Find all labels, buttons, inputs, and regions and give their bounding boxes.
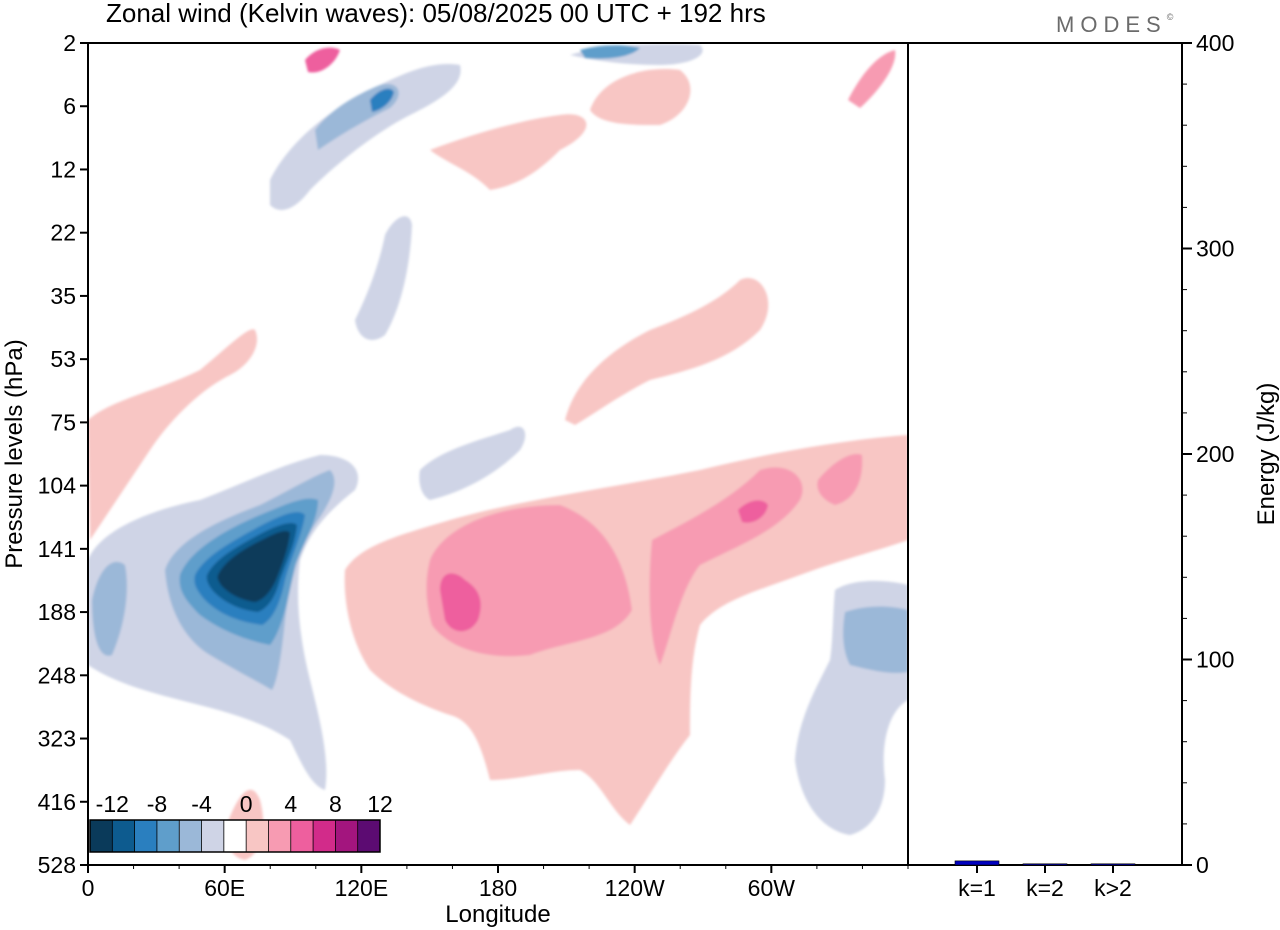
x-tick-label: 0: [82, 875, 95, 901]
westerly-strip-top: [305, 47, 340, 73]
colorbar-label: 8: [329, 791, 342, 817]
westerly-strip-top-right: [848, 50, 896, 108]
colorbar-label: 0: [240, 791, 253, 817]
colorbar-swatch: [179, 820, 203, 852]
x-axis-label: Longitude: [445, 901, 550, 928]
westerly-region-upper-east: [590, 69, 691, 125]
colorbar-frame: [89, 819, 381, 853]
x-tick-label: 60W: [748, 875, 796, 901]
westerly-core-far-east: [817, 454, 863, 505]
easterly-core-west: [92, 561, 127, 656]
easterly-region-upper: [270, 64, 461, 210]
colorbar-label: 12: [367, 791, 393, 817]
energy-bar-chart: 0 100 200 300 400 k=1 k=2 k>2: [954, 30, 1234, 901]
zonal-wind-field: [88, 43, 908, 865]
westerly-core-dark: [440, 573, 481, 632]
y-tick-label: 323: [38, 726, 76, 752]
colorbar-label: -12: [96, 791, 129, 817]
colorbar-swatch: [246, 820, 269, 852]
y-tick-label: 53: [50, 346, 76, 372]
colorbar-swatch: [290, 820, 314, 852]
energy-tick-label: 300: [1196, 236, 1234, 262]
x-tick-label: 120E: [334, 875, 388, 901]
y-axis: 2 6 12 22 35 53 75 104 141 188 248 323 416 528: [38, 30, 88, 878]
y-tick-label: 35: [50, 283, 76, 309]
colorbar-label: 4: [284, 791, 297, 817]
energy-category-label: k=2: [1026, 875, 1064, 901]
x-tick-label: 60E: [204, 875, 245, 901]
y-tick-label: 12: [50, 156, 76, 182]
westerly-core-east: [649, 467, 803, 665]
colorbar-label: -4: [191, 791, 212, 817]
easterly-max-core: [217, 530, 290, 602]
colorbar-swatch: [134, 820, 158, 852]
colorbar-swatch: [268, 820, 292, 852]
y-tick-label: 248: [38, 662, 76, 688]
colorbar-swatch: [112, 820, 136, 852]
y-tick-label: 6: [63, 93, 76, 119]
energy-category-label: k>2: [1094, 875, 1132, 901]
westerly-region-mid: [565, 278, 769, 425]
easterly-top-dark: [580, 45, 640, 59]
modes-logo: MODES©: [1056, 12, 1174, 37]
colorbar-swatch: [156, 820, 180, 852]
westerly-core-dark-east: [738, 500, 768, 523]
energy-panel-frame: [907, 42, 1183, 866]
westerly-region-west-pacific: [88, 329, 258, 540]
y-tick-label: 22: [50, 220, 76, 246]
colorbar-swatch: [90, 820, 113, 852]
x-tick-label: 180: [479, 875, 517, 901]
easterly-region-mid: [419, 426, 526, 500]
y-tick-label: 528: [38, 852, 76, 878]
x-tick-label: 120W: [605, 875, 665, 901]
chart-title: Zonal wind (Kelvin waves): 05/08/2025 00…: [106, 0, 766, 28]
energy-bar: [1022, 863, 1068, 866]
colorbar-swatch: [357, 820, 381, 852]
y-tick-label: 188: [38, 599, 76, 625]
colorbar-label: -8: [147, 791, 167, 817]
colorbar-swatch: [201, 820, 225, 852]
x-axis: 0 60E 120E 180 120W 60W: [82, 865, 909, 901]
energy-axis-label: Energy (J/kg): [1253, 383, 1280, 526]
energy-tick-label: 400: [1196, 30, 1234, 56]
easterly-core-east: [843, 606, 908, 673]
energy-category-label: k=1: [958, 875, 996, 901]
energy-bar: [1090, 863, 1136, 866]
energy-tick-label: 100: [1196, 647, 1234, 673]
colorbar-swatch: [223, 820, 247, 852]
easterly-region-strat: [355, 216, 412, 340]
colorbar: -12 -8 -4 0 4 8 12: [89, 791, 393, 853]
colorbar-swatch: [313, 820, 336, 852]
y-tick-label: 75: [50, 409, 76, 435]
energy-tick-label: 200: [1196, 441, 1234, 467]
y-tick-label: 2: [63, 30, 76, 56]
easterly-upper-dark: [370, 88, 394, 112]
westerly-region-upper: [430, 114, 587, 190]
y-axis-label: Pressure levels (hPa): [1, 339, 28, 568]
energy-bar: [954, 860, 1000, 866]
colorbar-swatch: [335, 820, 359, 852]
y-tick-label: 104: [38, 473, 77, 499]
energy-tick-label: 0: [1196, 852, 1209, 878]
y-tick-label: 416: [38, 789, 76, 815]
y-tick-label: 141: [38, 536, 76, 562]
